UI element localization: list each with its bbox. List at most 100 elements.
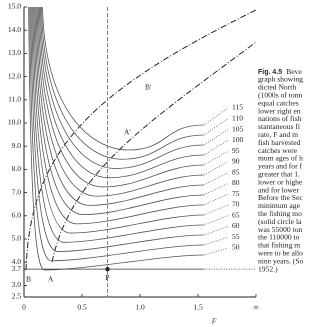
point-label: P bbox=[105, 273, 109, 282]
caption-line: Before the Sec bbox=[258, 193, 303, 202]
y-tick-label: 13.0 bbox=[8, 48, 21, 57]
contour-label: 80 bbox=[232, 178, 240, 187]
x-tick-label: 0.5 bbox=[77, 303, 87, 312]
contour-label: 110 bbox=[232, 113, 243, 122]
caption-line: (solid circle la bbox=[258, 217, 302, 226]
caption-line: 1952.) bbox=[258, 264, 278, 273]
caption-line: lower or highe bbox=[258, 177, 303, 186]
point bbox=[105, 266, 110, 272]
contour-label: 65 bbox=[232, 210, 240, 219]
leader-line bbox=[203, 215, 229, 226]
y-tick-label: 5.0 bbox=[12, 234, 22, 243]
contour-line bbox=[37, 6, 204, 188]
annotation: A bbox=[48, 275, 54, 284]
leader-line bbox=[203, 129, 229, 146]
contour-label: 105 bbox=[232, 124, 244, 133]
leader-line bbox=[203, 107, 229, 126]
caption-label: Fig. 4.5 bbox=[258, 69, 282, 76]
caption-line: graph showing bbox=[258, 75, 303, 84]
caption-line: Fig. 4.5 Beve bbox=[258, 67, 302, 76]
contour-line bbox=[29, 6, 204, 262]
contour-line bbox=[40, 6, 204, 169]
caption-line: dicted North bbox=[258, 83, 296, 92]
leader-line bbox=[203, 226, 229, 236]
caption-line: catches were bbox=[258, 146, 298, 155]
caption-line: minimum age bbox=[258, 201, 301, 210]
y-tick-label: 12.0 bbox=[8, 71, 21, 80]
contour-line bbox=[31, 6, 204, 243]
contour-line bbox=[36, 6, 204, 197]
leader-line bbox=[203, 161, 229, 176]
caption-line: rate, F and m bbox=[258, 130, 298, 139]
leader-line bbox=[203, 118, 229, 136]
caption-line: equal catches bbox=[258, 98, 299, 107]
annotation: B' bbox=[145, 83, 152, 92]
y-tick-label: 3.0 bbox=[12, 280, 22, 289]
contour-label: 70 bbox=[232, 200, 240, 209]
caption-line: years and for f bbox=[258, 162, 303, 171]
y-tick-label: 10.0 bbox=[8, 118, 21, 127]
caption-line: and for lower bbox=[258, 185, 299, 194]
contour-label: 95 bbox=[232, 146, 240, 155]
x-tick-label: 0 bbox=[22, 303, 26, 312]
caption-line: fish harvested bbox=[258, 138, 301, 147]
y-tick-label: 3.7 bbox=[12, 264, 22, 273]
contour-label: 75 bbox=[232, 189, 240, 198]
caption-line: was 55000 ton bbox=[258, 225, 302, 234]
y-tick-label: 14.0 bbox=[8, 25, 21, 34]
contour-line bbox=[41, 6, 204, 160]
caption-line: mum ages of h bbox=[258, 154, 303, 163]
contour-line bbox=[34, 6, 204, 216]
y-tick-label: 2.5 bbox=[12, 292, 22, 301]
leader-line bbox=[203, 150, 229, 166]
caption-line: were to be allo bbox=[258, 248, 303, 257]
contour-line bbox=[42, 6, 204, 151]
leader-line bbox=[203, 236, 229, 246]
y-tick-label: 8.0 bbox=[12, 164, 22, 173]
caption-line: the fishing mo bbox=[258, 209, 302, 218]
contour-line bbox=[30, 6, 204, 252]
leader-line bbox=[203, 140, 229, 156]
contour-line bbox=[32, 6, 204, 234]
y-tick-label: 11.0 bbox=[8, 95, 21, 104]
caption-line: nations of fish bbox=[258, 114, 302, 123]
caption-line: stantaneous fi bbox=[258, 122, 300, 131]
leader-line bbox=[203, 247, 229, 256]
caption-line: that fishing m bbox=[258, 241, 300, 250]
x-tick-label: ∞ bbox=[253, 303, 258, 312]
leader-line bbox=[203, 204, 229, 216]
caption-line: (1000s of tonn bbox=[258, 90, 302, 99]
y-tick-label: 7.0 bbox=[12, 187, 22, 196]
caption-text: Beve bbox=[286, 67, 302, 76]
eumetric-curve bbox=[51, 41, 257, 263]
eumetric-curve bbox=[25, 9, 257, 271]
y-tick-label: 6.0 bbox=[12, 211, 22, 220]
contour-label: 85 bbox=[232, 167, 240, 176]
contour-label: 90 bbox=[232, 157, 240, 166]
contour-line bbox=[28, 6, 204, 271]
leader-line bbox=[203, 172, 229, 186]
contour-line bbox=[33, 6, 204, 225]
annotation: B bbox=[26, 275, 31, 284]
contour-label: 50 bbox=[232, 243, 240, 252]
y-tick-label: 4.0 bbox=[12, 257, 22, 266]
x-tick-label: 1.5 bbox=[193, 303, 203, 312]
x-axis-label: F bbox=[211, 317, 217, 326]
contour-line bbox=[38, 6, 204, 179]
contour-line bbox=[35, 6, 204, 206]
y-tick-label: 9.0 bbox=[12, 141, 22, 150]
annotation: A' bbox=[124, 128, 131, 137]
caption-line: lower right en bbox=[258, 106, 301, 115]
caption-line: nine years. (So bbox=[258, 256, 304, 265]
contour-label: 115 bbox=[232, 103, 243, 112]
contour-label: 60 bbox=[232, 221, 240, 230]
leader-line bbox=[203, 183, 229, 196]
leader-line bbox=[203, 193, 229, 206]
x-tick-label: 1.0 bbox=[135, 303, 145, 312]
contour-label: 100 bbox=[232, 135, 244, 144]
caption-line: the 110000 to bbox=[258, 233, 300, 242]
contour-label: 55 bbox=[232, 232, 240, 241]
y-tick-label: 15.0 bbox=[8, 2, 21, 11]
